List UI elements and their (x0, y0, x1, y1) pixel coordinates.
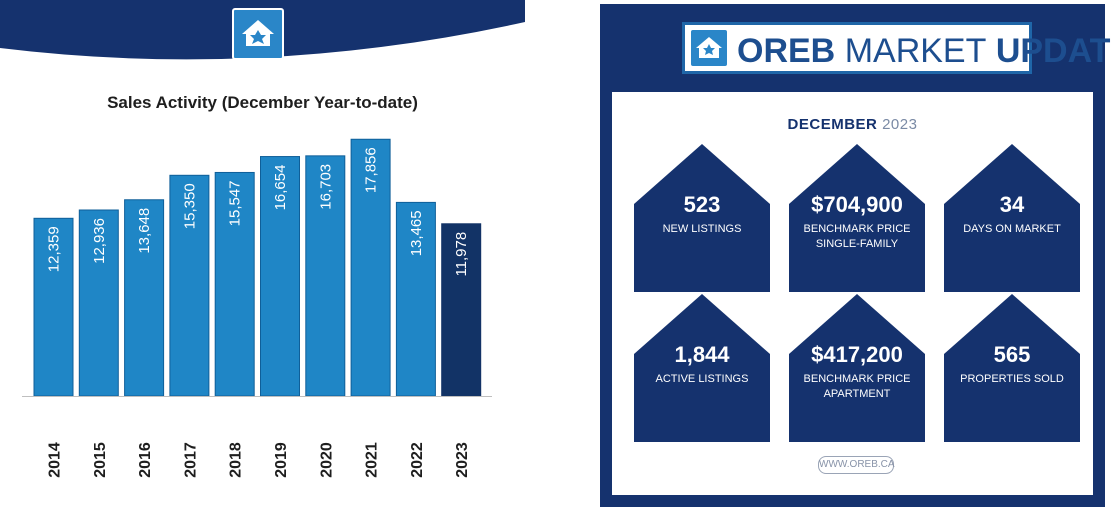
metric-label: NEW LISTINGS (662, 223, 742, 235)
metric-label: BENCHMARK PRICE SINGLE-FAMILY (803, 223, 911, 250)
bar-2022 (395, 201, 436, 397)
x-tick-label: 2023 (454, 442, 471, 478)
bar-chart: 12,359 2014 12,936 2015 13,648 2016 15,350 2017… (22, 138, 492, 478)
house-shape-icon (944, 294, 1080, 442)
x-tick-label: 2021 (364, 442, 381, 478)
oreb-logo-icon (232, 8, 284, 60)
market-update-title: OREB MARKET UPDATE (737, 31, 1112, 71)
house-shape-icon (634, 294, 770, 442)
metric-value: 34 (999, 192, 1025, 217)
bar-2017 (169, 174, 210, 397)
title-word-oreb: OREB (737, 32, 836, 70)
market-update-header: OREB MARKET UPDATE (682, 22, 1112, 74)
bar-value-label: 17,856 (363, 147, 380, 193)
bar-value-label: 16,703 (317, 164, 334, 210)
x-tick-label: 2019 (273, 442, 290, 478)
metric-label: BENCHMARK PRICE APARTMENT (803, 373, 911, 400)
period-year: 2023 (882, 116, 918, 133)
market-update-panel: OREB MARKET UPDATE DECEMBER 2023 523 NEW… (600, 4, 1112, 507)
bar-value-label: 12,936 (91, 218, 108, 264)
metric-value: 565 (993, 342, 1031, 367)
house-shape-icon (634, 144, 770, 292)
metric-days-on-market: 34 DAYS ON MARKET (942, 142, 1082, 294)
bar-value-label: 11,978 (453, 232, 470, 277)
bar-2019 (260, 156, 300, 397)
house-shape-icon (789, 294, 925, 442)
x-tick-label: 2020 (318, 442, 335, 478)
x-tick-label: 2015 (92, 442, 109, 478)
metric-label: PROPERTIES SOLD (960, 373, 1064, 385)
title-word-update: UPDATE (995, 32, 1112, 70)
metric-new-listings: 523 NEW LISTINGS (632, 142, 772, 294)
bar-2016 (124, 199, 165, 397)
metric-active-listings: 1,844 ACTIVE LISTINGS (632, 292, 772, 444)
chart-title: Sales Activity (December Year-to-date) (107, 93, 418, 112)
x-tick-label: 2014 (47, 442, 64, 478)
bar-value-label: 16,654 (272, 165, 289, 211)
x-tick-label: 2018 (228, 442, 245, 478)
bar-value-label: 15,350 (181, 183, 198, 229)
metric-value: 523 (683, 192, 721, 217)
bar-value-label: 12,359 (46, 226, 63, 272)
bar-2021 (350, 138, 391, 397)
website-link[interactable]: WWW.OREB.CA (818, 456, 895, 474)
metric-benchmark-single-family: $704,900 BENCHMARK PRICE SINGLE-FAMILY (787, 142, 927, 294)
bar-2020 (305, 155, 346, 397)
oreb-logo-icon (691, 30, 727, 66)
title-word-market: MARKET (844, 32, 987, 70)
bar-2023 (441, 223, 482, 397)
metric-label: DAYS ON MARKET (963, 223, 1061, 235)
x-tick-label: 2016 (137, 442, 154, 478)
bar-2018 (214, 171, 255, 397)
metric-label: ACTIVE LISTINGS (655, 373, 749, 385)
report-period: DECEMBER 2023 (612, 116, 1093, 133)
bar-value-label: 13,465 (408, 210, 425, 256)
x-tick-label: 2017 (182, 442, 199, 478)
bar-value-label: 15,547 (227, 180, 244, 226)
metric-value: $417,200 (811, 342, 903, 367)
metrics-card: DECEMBER 2023 523 NEW LISTINGS $704,900 … (612, 92, 1093, 495)
metric-value: $704,900 (811, 192, 903, 217)
bar-value-label: 13,648 (136, 208, 153, 254)
sales-activity-panel: Sales Activity (December Year-to-date) 1… (0, 0, 525, 513)
house-shape-icon (789, 144, 925, 292)
x-tick-label: 2022 (409, 442, 426, 478)
metric-value: 1,844 (674, 342, 730, 367)
metric-properties-sold: 565 PROPERTIES SOLD (942, 292, 1082, 444)
period-month: DECEMBER (787, 116, 878, 133)
bar-2015 (78, 209, 119, 397)
house-shape-icon (944, 144, 1080, 292)
metric-benchmark-apartment: $417,200 BENCHMARK PRICE APARTMENT (787, 292, 927, 444)
